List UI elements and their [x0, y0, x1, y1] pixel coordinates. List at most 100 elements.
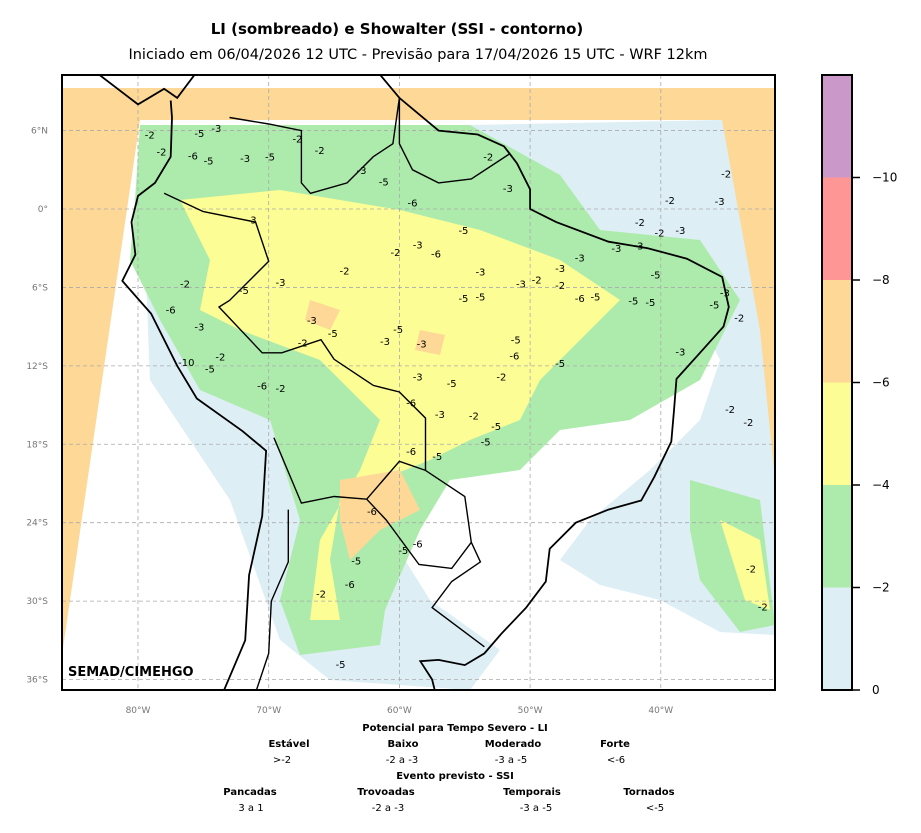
ssi-contour-label: -2: [316, 589, 326, 600]
lon-tick-label: 50°W: [518, 706, 543, 716]
li-field-moderate: [180, 190, 620, 620]
ssi-contour-label: -5: [590, 293, 600, 304]
ssi-contour-label: -5: [194, 129, 204, 140]
graticule: [62, 75, 775, 690]
lat-tick-label: 0°: [38, 205, 48, 215]
lat-tick-label: 36°S: [26, 676, 48, 686]
ssi-contour-label: -3: [435, 410, 445, 421]
ssi-contour-label: -3: [211, 124, 221, 135]
ssi-contour-label: -2: [315, 146, 325, 157]
ssi-contour-label: -3: [503, 184, 513, 195]
ssi-contour-label: -6: [407, 198, 417, 209]
ssi-contour-label: -5: [265, 153, 275, 164]
legend-ssi-name: Temporais: [503, 787, 561, 798]
colorbar-tick-label: −4: [872, 478, 890, 492]
ssi-contour-labels: -2 -5 -3 -2 -6 -5 -3 -5 -2 -2 -3 -5 -2 -3 -2 -2 -3 -2 -2 -3…: [145, 124, 768, 671]
ssi-contour-label: -5: [379, 178, 389, 189]
legend-li-range: -3 a -5: [495, 755, 527, 766]
lon-tick-label: 80°W: [126, 706, 151, 716]
ssi-contour-label: -5: [393, 325, 403, 336]
colorbar-tick-label: −8: [872, 273, 890, 287]
ssi-contour-label: -5: [447, 379, 457, 390]
ssi-contour-label: -3: [413, 240, 423, 251]
legend-ssi-name: Tornados: [623, 787, 674, 798]
ssi-contour-label: -5: [511, 336, 521, 347]
ssi-contour-label: -2: [298, 338, 308, 349]
ssi-contour-label: -5: [351, 557, 361, 568]
colorbar-frame: [821, 74, 853, 691]
ssi-contour-label: -5: [328, 329, 338, 340]
ssi-contour-label: -2: [721, 170, 731, 181]
ssi-contour-label: -5: [651, 270, 661, 281]
ssi-contour-label: -2: [390, 248, 400, 259]
ssi-contour-label: -5: [628, 296, 638, 307]
colorbar-tick-label: −2: [872, 581, 890, 595]
ssi-contour-label: -2: [655, 229, 665, 240]
ssi-contour-label: -5: [204, 157, 214, 168]
ssi-contour-label: -6: [345, 580, 355, 591]
lon-tick-label: 40°W: [648, 706, 673, 716]
ssi-contour-label: -2: [496, 372, 506, 383]
colorbar-band: [822, 177, 852, 280]
ssi-contour-label: -5: [475, 293, 485, 304]
ssi-contour-label: -5: [432, 452, 442, 463]
lat-tick-label: 6°N: [31, 127, 48, 137]
lat-tick-label: 24°S: [26, 519, 48, 529]
ssi-contour-label: -3: [247, 215, 257, 226]
ssi-contour-label: -3: [675, 347, 685, 358]
ssi-contour-label: -2: [555, 281, 565, 292]
ssi-contour-label: -6: [188, 151, 198, 162]
legend-ssi-range: <-5: [646, 803, 664, 814]
ssi-contour-label: -5: [458, 226, 468, 237]
ssi-contour-label: -5: [458, 294, 468, 305]
legend-li-range: <-6: [607, 755, 625, 766]
ssi-contour-label: -3: [307, 316, 317, 327]
ssi-contour-label: -3: [417, 340, 427, 351]
colorbar-band: [822, 75, 852, 178]
ssi-contour-label: -3: [715, 197, 725, 208]
li-field-strong: [340, 470, 420, 560]
ssi-contour-label: -2: [469, 412, 479, 423]
lat-tick-label: 6°S: [32, 283, 48, 293]
ssi-contour-label: -6: [406, 398, 416, 409]
li-field-moderate-ocean: [720, 520, 770, 610]
legend-li-name: Moderado: [485, 739, 542, 750]
legend-ssi-range: -2 a -3: [372, 803, 404, 814]
ssi-contour-label: -5: [555, 359, 565, 370]
legend-ssi-title: Evento previsto - SSI: [396, 771, 514, 782]
ssi-contour-label: -2: [758, 602, 768, 613]
ssi-contour-label: -6: [257, 381, 267, 392]
lon-tick-label: 70°W: [256, 706, 281, 716]
lon-tick-label: 60°W: [387, 706, 412, 716]
legend-li-name: Estável: [268, 738, 309, 750]
ssi-contour-label: -3: [555, 264, 565, 275]
ssi-contour-label: -2: [483, 153, 493, 164]
ssi-contour-label: -2: [725, 405, 735, 416]
legend-li-name: Baixo: [387, 739, 418, 750]
ssi-contour-label: -2: [292, 134, 302, 145]
ssi-contour-label: -3: [475, 268, 485, 279]
ssi-contour-label: -2: [180, 279, 190, 290]
ssi-contour-label: -5: [645, 298, 655, 309]
legend-ssi-name: Pancadas: [223, 787, 277, 798]
ssi-contour-label: -6: [367, 507, 377, 518]
ssi-contour-label: -2: [157, 147, 167, 158]
ssi-contour-label: -3: [413, 372, 423, 383]
legend-ssi-range: 3 a 1: [238, 803, 263, 814]
ssi-contour-label: -6: [406, 447, 416, 458]
colorbar: 0 −2 −4 −6 −8 −10: [822, 75, 897, 697]
ssi-contour-label: -6: [431, 249, 441, 260]
lat-tick-label: 18°S: [26, 440, 48, 450]
map-area: -2 -5 -3 -2 -6 -5 -3 -5 -2 -2 -3 -5 -2 -3 -2 -2 -3 -2 -2 -3…: [62, 75, 775, 690]
ssi-contour-label: -3: [357, 166, 367, 177]
ssi-contour-label: -2: [340, 266, 350, 277]
figure-subtitle: Iniciado em 06/04/2026 12 UTC - Previsão…: [128, 47, 707, 63]
map-frame: [61, 74, 776, 691]
coastline: [98, 75, 730, 690]
ssi-contour-label: -5: [398, 546, 408, 557]
colorbar-band: [822, 587, 852, 690]
ssi-contour-label: -2: [734, 313, 744, 324]
legend-li-title: Potencial para Tempo Severo - LI: [362, 723, 547, 734]
ssi-contour-label: -3: [575, 253, 585, 264]
